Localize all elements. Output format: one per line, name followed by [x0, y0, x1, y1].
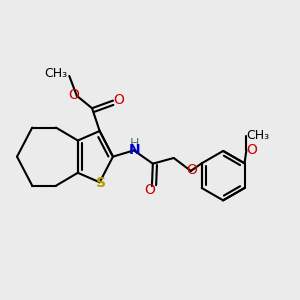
Text: CH₃: CH₃	[246, 129, 269, 142]
Text: S: S	[96, 176, 106, 190]
Text: O: O	[186, 163, 197, 177]
Text: O: O	[145, 183, 155, 197]
Text: O: O	[113, 93, 124, 107]
Text: N: N	[128, 143, 140, 158]
Text: H: H	[130, 137, 139, 150]
Text: CH₃: CH₃	[44, 67, 68, 80]
Text: O: O	[69, 88, 80, 102]
Text: O: O	[247, 143, 258, 157]
